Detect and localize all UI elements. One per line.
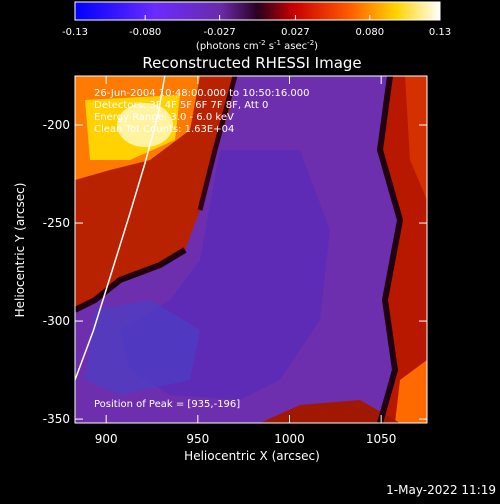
chart-title: Reconstructed RHESSI Image bbox=[142, 54, 361, 72]
y-axis-label: Heliocentric Y (arcsec) bbox=[13, 183, 27, 318]
colorbar-unit-label: (photons cm-2 s-1 asec-2) bbox=[196, 39, 318, 52]
annotation-detectors: Detectors: 3F 4F 5F 6F 7F 8F, Att 0 bbox=[94, 100, 268, 111]
solar-limb-curve bbox=[75, 76, 166, 381]
colorbar: -0.13 -0.080 -0.027 0.027 0.080 0.13 (photons… bbox=[62, 1, 451, 52]
y-tick-label: -200 bbox=[43, 118, 70, 132]
annotation-time: 26-Jun-2004 10:48:00.000 to 10:50:16.000 bbox=[94, 88, 310, 99]
annotation-block: 26-Jun-2004 10:48:00.000 to 10:50:16.000… bbox=[94, 88, 310, 135]
x-tick-label: 900 bbox=[95, 432, 118, 446]
annotation-counts: Clean Tot Counts: 1.63E+04 bbox=[94, 124, 234, 135]
x-axis-label: Heliocentric X (arcsec) bbox=[184, 449, 320, 463]
footer-date: 1-May-2022 11:19 bbox=[386, 483, 496, 497]
axis-ticks: 900 950 1000 1050 -200 -250 -300 -350 bbox=[43, 76, 427, 446]
colorbar-ticks: -0.13 -0.080 -0.027 0.027 0.080 0.13 bbox=[62, 15, 451, 38]
x-tick-label: 950 bbox=[186, 432, 209, 446]
y-tick-label: -250 bbox=[43, 216, 70, 230]
x-tick-label: 1050 bbox=[366, 432, 397, 446]
heatmap bbox=[75, 76, 427, 423]
colorbar-tick-label: -0.080 bbox=[129, 27, 161, 38]
colorbar-tick-label: 0.13 bbox=[429, 27, 451, 38]
hot-region-bottom bbox=[260, 400, 400, 423]
colorbar-tick-label: 0.080 bbox=[355, 27, 384, 38]
colorbar-tick-label: -0.13 bbox=[62, 27, 88, 38]
annotation-energy: Energy Range: 3.0 - 6.0 keV bbox=[94, 112, 234, 123]
colorbar-tick-label: 0.027 bbox=[281, 27, 310, 38]
x-tick-label: 1000 bbox=[274, 432, 305, 446]
colorbar-tick-label: -0.027 bbox=[203, 27, 235, 38]
y-tick-label: -350 bbox=[43, 412, 70, 426]
colorbar-gradient bbox=[74, 1, 441, 21]
y-tick-label: -300 bbox=[43, 314, 70, 328]
plot-frame bbox=[74, 75, 428, 424]
peak-position-label: Position of Peak = [935,-196] bbox=[94, 399, 240, 410]
